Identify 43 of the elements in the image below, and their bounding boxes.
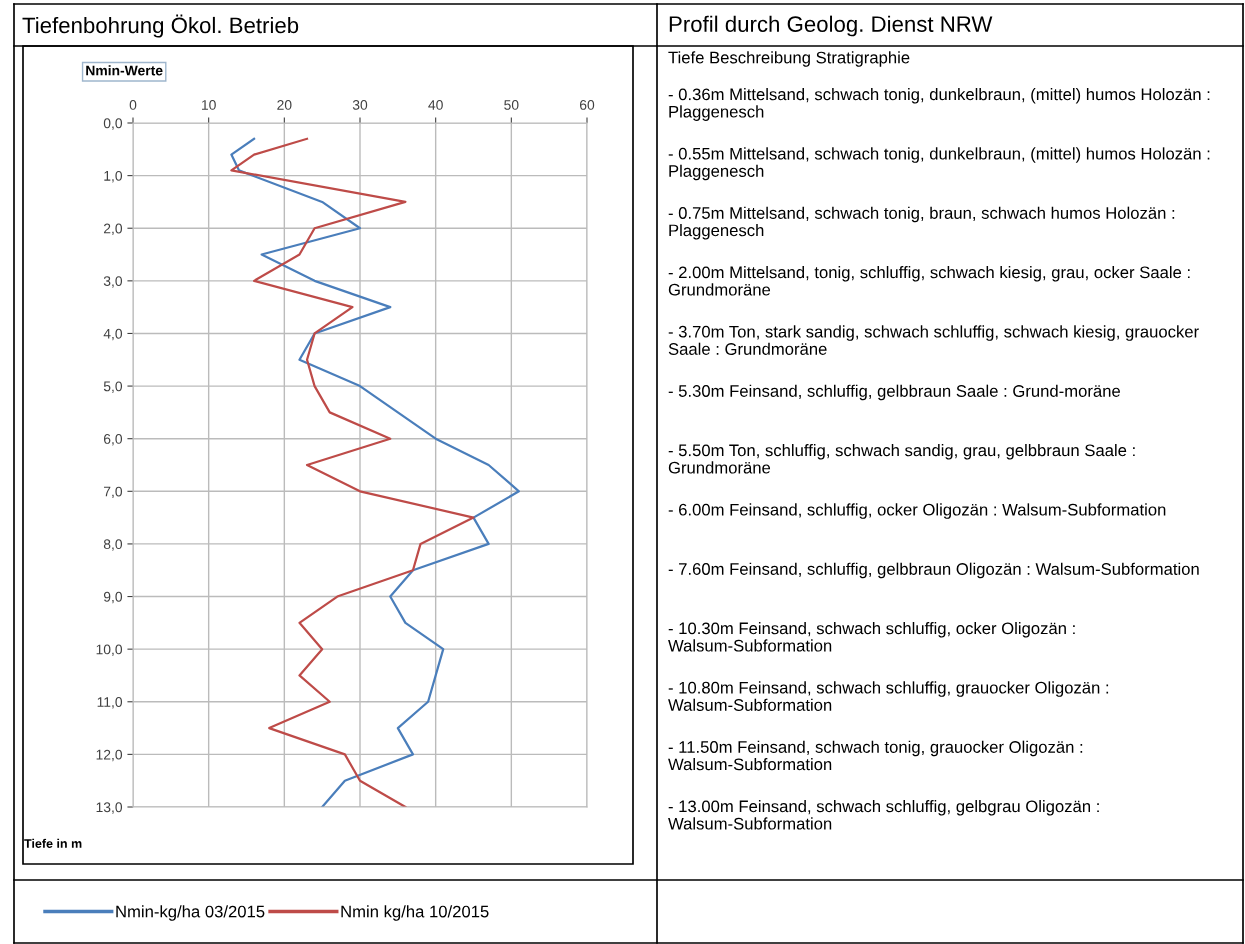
text: Tiefe Beschreibung Stratigraphie <box>668 51 910 67</box>
y-tick-label: 2,0 <box>103 223 123 236</box>
y-tick-label: 3,0 <box>103 276 123 288</box>
y-tick-label: 1,0 <box>104 170 123 183</box>
y-tick-label: 13,0 <box>96 802 123 814</box>
text: - 5.50m Ton, schluffig, schwach sandig, grau, gelbbraun Saale : Grundmoräne <box>668 444 1135 474</box>
x-tick-label: 30 <box>352 100 368 110</box>
legend-label: Nmin-kg/ha 03/2015 <box>116 905 265 921</box>
x-tick-label: 0 <box>129 100 137 110</box>
x-tick-label: 60 <box>579 100 595 110</box>
x-tick-label: 40 <box>428 100 443 110</box>
text: Tiefenbohrung Ökol. Betrieb <box>22 14 299 38</box>
text: - 5.30m Feinsand, schluffig, gelbbraun Saale : Grund-moräne <box>668 384 1120 401</box>
y-tick-label: 4,0 <box>103 328 123 341</box>
text: - 10.80m Feinsand, schwach schluffig, grauocker Oligozän : Walsum-Subformation <box>668 681 1109 711</box>
x-tick-label: 10 <box>202 100 216 110</box>
legend-label: Nmin kg/ha 10/2015 <box>341 905 489 921</box>
y-tick-label: 0,0 <box>103 118 123 130</box>
text: - 6.00m Feinsand, schluffig, ocker Oligozän : Walsum-Subformation <box>668 503 1166 519</box>
line-series <box>230 137 521 807</box>
y-tick-label: 11,0 <box>97 697 123 709</box>
text: - 0.36m Mittelsand, schwach tonig, dunkelbraun, (mittel) humos Holozän : Plaggenesch <box>668 88 1210 121</box>
text: - 10.30m Feinsand, schwach schluffig, ocker Oligozän : Walsum-Subformation <box>668 622 1075 652</box>
y-tick-label: 9,0 <box>103 591 123 604</box>
chart-title: Nmin-Werte <box>86 65 163 76</box>
y-tick-label: 6,0 <box>103 434 123 446</box>
text: - 13.00m Feinsand, schwach schluffig, gelbgrau Oligozän : Walsum-Subformation <box>668 800 1099 830</box>
y-tick-label: 10,0 <box>96 644 123 656</box>
y-axis-title: Tiefe in m <box>24 838 82 848</box>
text: - 11.50m Feinsand, schwach tonig, grauocker Oligozän : Walsum-Subformation <box>668 740 1083 771</box>
x-tick-label: 50 <box>504 100 519 110</box>
line-series <box>230 137 475 807</box>
x-tick-label: 20 <box>277 100 292 110</box>
text: - 3.70m Ton, stark sandig, schwach schluffig, schwach kiesig, grauocker Saale : Grundmoräne <box>668 325 1199 355</box>
y-tick-label: 7,0 <box>103 486 123 499</box>
text: - 0.55m Mittelsand, schwach tonig, dunkelbraun, (mittel) humos Holozän : Plaggenesch <box>668 147 1210 181</box>
y-tick-label: 12,0 <box>96 749 123 762</box>
text: - 0.75m Mittelsand, schwach tonig, braun, schwach humos Holozän : Plaggenesch <box>668 206 1175 240</box>
y-tick-label: 5,0 <box>103 381 123 393</box>
text: - 7.60m Feinsand, schluffig, gelbbraun Oligozän : Walsum-Subformation <box>668 562 1199 579</box>
text: - 2.00m Mittelsand, tonig, schluffig, schwach kiesig, grau, ocker Saale : Grundmoräne <box>668 266 1190 296</box>
y-tick-label: 8,0 <box>103 539 123 551</box>
text: Profil durch Geolog. Dienst NRW <box>669 15 993 37</box>
